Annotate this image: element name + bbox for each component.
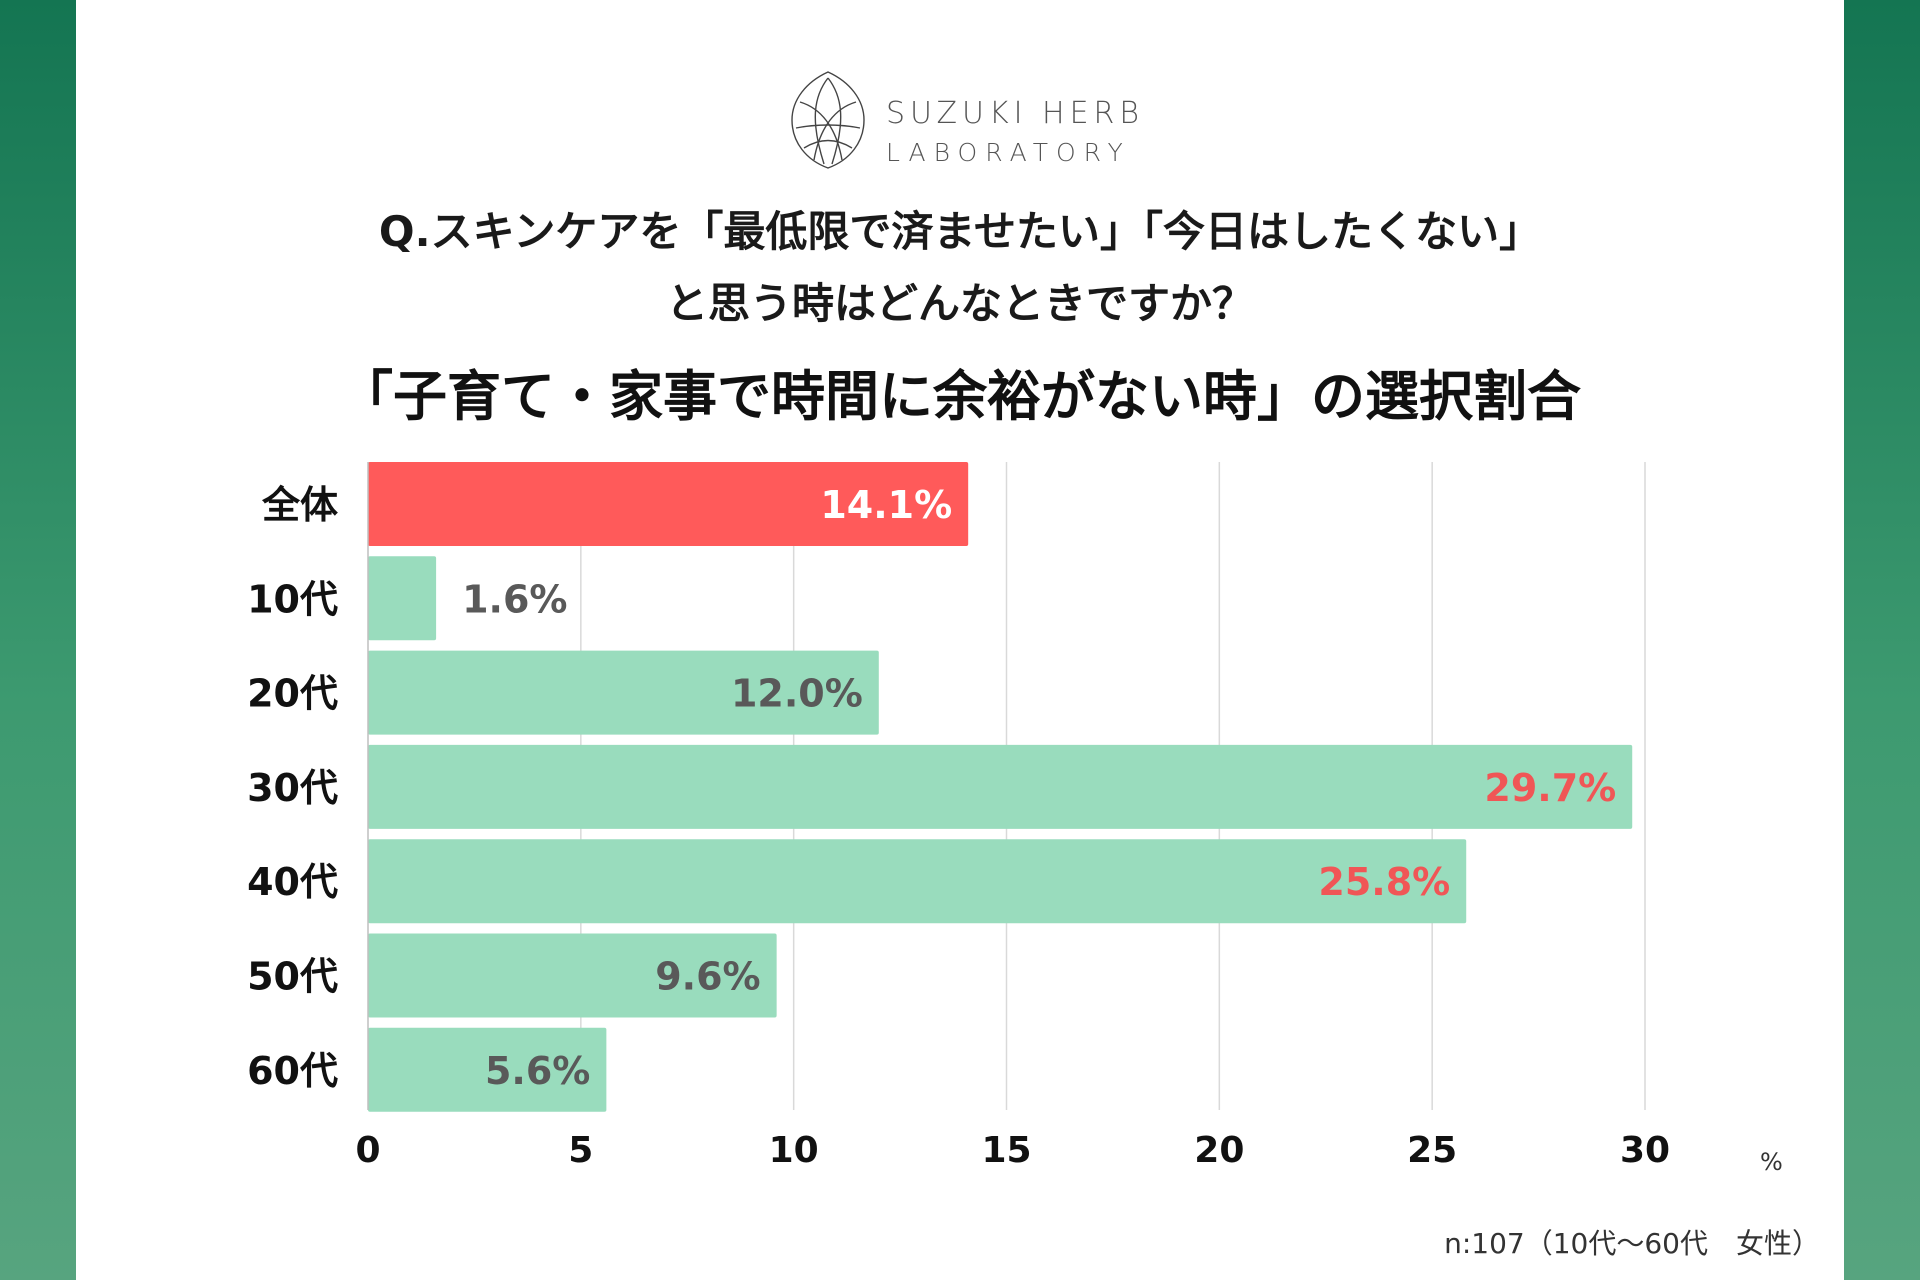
category-label: 全体 bbox=[261, 483, 338, 527]
x-tick-label: 15 bbox=[981, 1130, 1031, 1171]
category-label: 20代 bbox=[247, 672, 338, 716]
data-label: 5.6% bbox=[485, 1049, 590, 1093]
brand-name: SUZUKI HERB bbox=[886, 96, 1145, 131]
category-label: 50代 bbox=[247, 955, 338, 999]
data-label: 25.8% bbox=[1318, 860, 1450, 904]
data-label: 14.1% bbox=[820, 483, 952, 527]
bar bbox=[368, 1027, 607, 1112]
x-tick-label: 20 bbox=[1194, 1130, 1244, 1171]
category-label: 10代 bbox=[247, 577, 338, 621]
data-label: 12.0% bbox=[731, 672, 863, 716]
leaf-logo-icon bbox=[791, 71, 865, 169]
x-tick-label: 25 bbox=[1407, 1130, 1457, 1171]
bar bbox=[368, 556, 437, 641]
data-label: 1.6% bbox=[462, 577, 567, 621]
data-label: 29.7% bbox=[1484, 766, 1616, 810]
x-tick-label: 10 bbox=[769, 1130, 819, 1171]
sample-footnote: n:107（10代〜60代 女性） bbox=[1444, 1227, 1820, 1260]
brand-logo: SUZUKI HERB LABORATORY bbox=[780, 68, 1140, 172]
bar bbox=[368, 744, 1633, 829]
brand-subname: LABORATORY bbox=[886, 138, 1131, 167]
x-tick-label: 0 bbox=[355, 1130, 380, 1171]
question-line-2: と思う時はどんなときですか？ bbox=[665, 279, 1254, 328]
x-tick-label: 5 bbox=[568, 1130, 593, 1171]
category-label: 60代 bbox=[247, 1049, 338, 1093]
data-label: 9.6% bbox=[655, 955, 760, 999]
category-label: 40代 bbox=[247, 860, 338, 904]
x-axis-unit: % bbox=[1760, 1148, 1783, 1176]
bar bbox=[368, 839, 1467, 924]
bar bbox=[368, 933, 777, 1018]
category-label: 30代 bbox=[247, 766, 338, 810]
bar bbox=[368, 462, 969, 546]
x-tick-label: 30 bbox=[1620, 1130, 1670, 1171]
bar bbox=[368, 650, 879, 735]
chart-headline: 「子育て・家事で時間に余裕がない時」の選択割合 bbox=[339, 365, 1581, 428]
question-line-1: Q.スキンケアを「最低限で済ませたい」「今日はしたくない」 bbox=[378, 207, 1542, 256]
